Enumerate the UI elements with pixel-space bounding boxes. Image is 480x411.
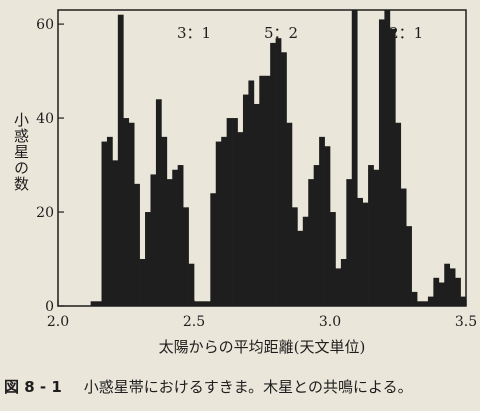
histogram-bar bbox=[368, 165, 374, 306]
histogram-bar bbox=[389, 28, 396, 306]
resonance-label: 5：2 bbox=[264, 24, 298, 42]
histogram-bar bbox=[335, 268, 342, 306]
histogram-bar bbox=[417, 301, 423, 306]
histogram-bar bbox=[172, 169, 179, 306]
x-tick-label: 2.5 bbox=[183, 314, 205, 330]
histogram-bar bbox=[455, 277, 461, 306]
histogram-bar bbox=[444, 263, 451, 306]
histogram-bar bbox=[384, 10, 391, 306]
y-tick-label: 0 bbox=[45, 299, 54, 315]
y-axis: 0 20 40 60 bbox=[36, 17, 64, 315]
histogram-bar bbox=[145, 212, 151, 306]
histogram-bar bbox=[411, 291, 418, 306]
resonance-label: 3：1 bbox=[177, 24, 211, 42]
histogram-bar bbox=[155, 99, 162, 307]
resonance-labels: 3：1 5：2 2：1 bbox=[177, 24, 423, 42]
histogram-bar bbox=[226, 118, 233, 306]
histogram-bar bbox=[248, 80, 255, 306]
histogram-bar bbox=[449, 268, 456, 306]
histogram-bar bbox=[378, 19, 385, 307]
histogram-bar bbox=[281, 52, 287, 306]
histogram-bar bbox=[177, 165, 184, 306]
histogram-bar bbox=[188, 263, 195, 306]
histogram-bar bbox=[117, 14, 124, 306]
histogram-chart: 0 20 40 60 2.0 2.5 3.0 3.5 3：1 5：2 2：1 太陽からの平均距離… bbox=[36, 9, 477, 356]
histogram-bar bbox=[199, 301, 206, 306]
y-tick-label: 20 bbox=[36, 205, 54, 221]
histogram-bar bbox=[340, 259, 347, 306]
histogram-bar bbox=[134, 183, 140, 306]
figure-caption: 図 8 - 1 小惑星帯におけるすきま。木星との共鳴による。 bbox=[4, 376, 478, 397]
histogram-bar bbox=[183, 207, 189, 306]
histogram-bar bbox=[460, 296, 467, 306]
histogram-bar bbox=[291, 207, 298, 306]
histogram-bar bbox=[106, 136, 113, 306]
histogram-bar bbox=[308, 179, 315, 306]
histogram-bar bbox=[139, 259, 146, 306]
histogram-bar bbox=[128, 122, 135, 306]
histogram-bar bbox=[242, 94, 249, 306]
histogram-bar bbox=[270, 42, 276, 306]
histogram-bar bbox=[112, 160, 119, 306]
histogram-bar bbox=[313, 165, 320, 306]
x-axis-label: 太陽からの平均距離(天文単位) bbox=[159, 338, 366, 356]
histogram-bar bbox=[346, 179, 353, 306]
histogram-bar bbox=[253, 103, 260, 306]
histogram-bar bbox=[194, 301, 200, 306]
histogram-bar bbox=[221, 136, 227, 306]
histogram-bar bbox=[150, 174, 157, 306]
histogram-bar bbox=[259, 75, 266, 306]
x-tick-label: 3.0 bbox=[319, 314, 341, 330]
x-tick-label: 3.5 bbox=[455, 314, 477, 330]
histogram-bar bbox=[204, 301, 211, 306]
histogram-bar bbox=[433, 277, 440, 306]
histogram-bar bbox=[406, 226, 412, 306]
resonance-label: 2：1 bbox=[389, 24, 423, 42]
histogram-bar bbox=[319, 136, 325, 306]
figure-number: 図 8 - 1 bbox=[4, 378, 62, 396]
histogram-bar bbox=[422, 301, 429, 306]
histogram-bar bbox=[373, 169, 380, 306]
histogram-bar bbox=[123, 118, 130, 306]
histogram-bar bbox=[275, 38, 282, 306]
x-tick-label: 2.0 bbox=[47, 314, 69, 330]
y-axis-label: 小惑星の数 bbox=[12, 112, 30, 192]
histogram-bar bbox=[286, 122, 293, 306]
histogram-bar bbox=[362, 202, 369, 306]
histogram-bar bbox=[395, 122, 402, 306]
histogram-bar bbox=[232, 118, 238, 306]
histogram-bar bbox=[90, 301, 97, 306]
histogram-bar bbox=[297, 230, 304, 306]
caption-text: 小惑星帯におけるすきま。木星との共鳴による。 bbox=[83, 378, 413, 396]
histogram-bar bbox=[96, 301, 102, 306]
histogram-bar bbox=[210, 193, 217, 306]
histogram-bar bbox=[427, 296, 434, 306]
histogram-bar bbox=[438, 282, 445, 306]
histogram-bar bbox=[302, 216, 309, 306]
y-tick-label: 40 bbox=[36, 111, 54, 127]
histogram-bar bbox=[215, 141, 222, 306]
histogram-bar bbox=[166, 179, 173, 306]
histogram-bar bbox=[101, 141, 108, 306]
histogram-bar bbox=[161, 136, 168, 306]
bars-group bbox=[90, 10, 467, 307]
histogram-bar bbox=[400, 188, 407, 306]
histogram-bar bbox=[351, 10, 358, 306]
histogram-bar bbox=[324, 146, 331, 306]
x-axis: 2.0 2.5 3.0 3.5 bbox=[47, 300, 477, 330]
y-tick-label: 60 bbox=[36, 17, 54, 33]
histogram-bar bbox=[264, 75, 271, 306]
histogram-bar bbox=[357, 197, 363, 306]
histogram-bar bbox=[237, 132, 244, 306]
histogram-bar bbox=[330, 212, 336, 306]
